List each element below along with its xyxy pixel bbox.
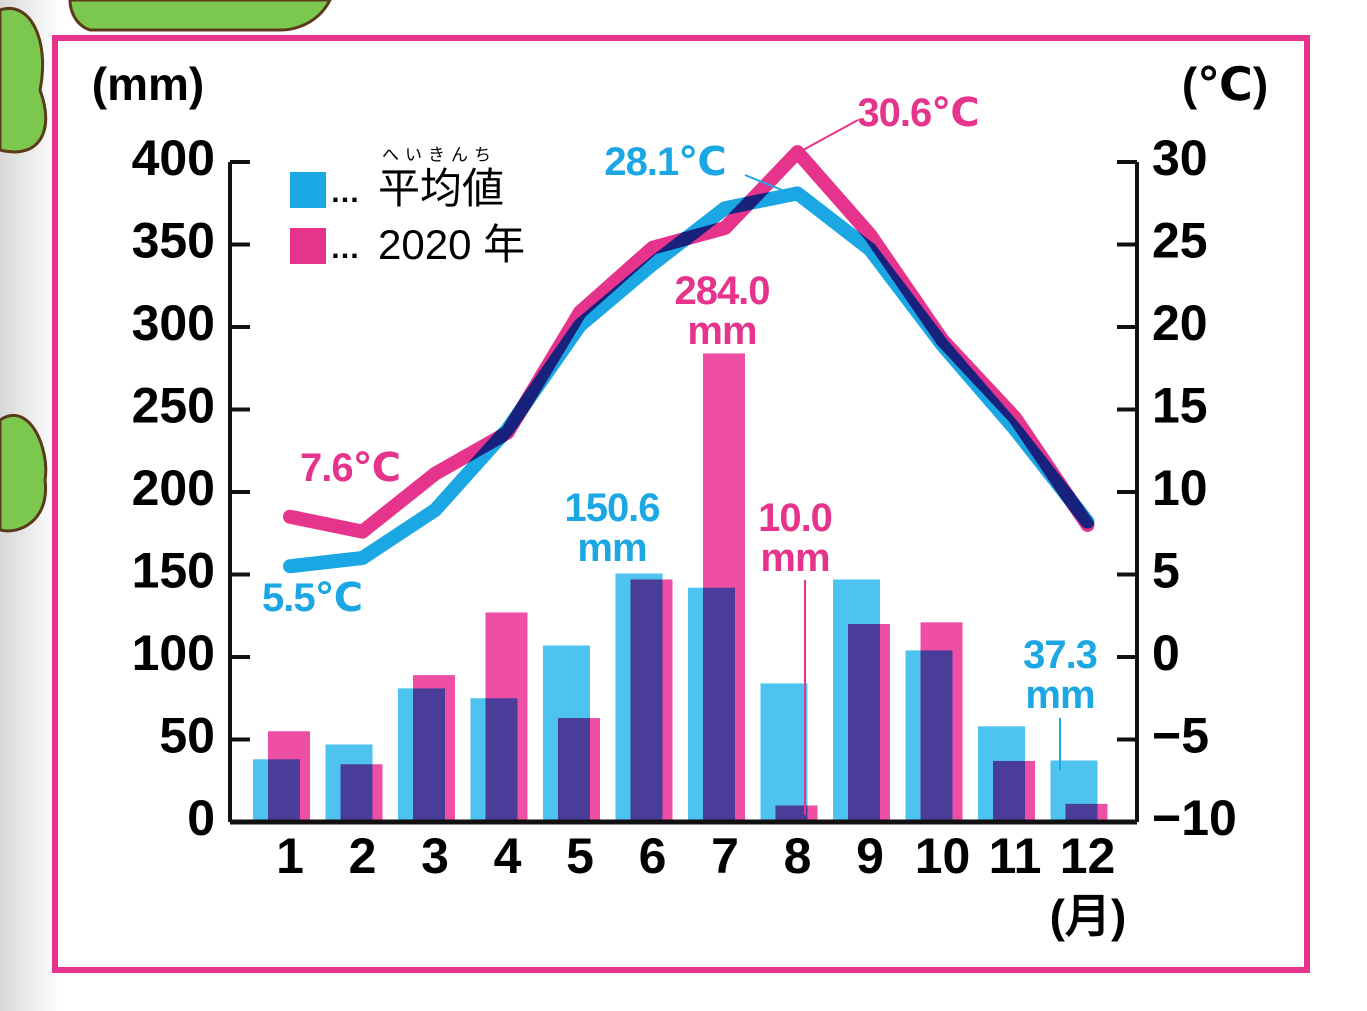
y-tick-label: 200 xyxy=(132,460,215,516)
y-tick-label: 150 xyxy=(132,543,215,599)
bar xyxy=(993,760,1035,822)
bar xyxy=(703,353,745,822)
x-tick-label: 8 xyxy=(784,828,812,884)
y-tick-label: 400 xyxy=(132,130,215,186)
legend-leader: … xyxy=(330,176,360,209)
y-tick-label: 100 xyxy=(132,625,215,681)
y-axis-label: (mm) xyxy=(92,58,204,110)
bar xyxy=(775,805,818,822)
bar xyxy=(848,624,890,822)
value-label: 28.1℃ xyxy=(604,140,726,184)
value-label: 37.3 mm xyxy=(1023,633,1098,717)
decoration xyxy=(0,7,48,154)
x-tick-label: 3 xyxy=(421,828,449,884)
y-tick-label: 350 xyxy=(132,213,215,269)
bar xyxy=(760,683,808,822)
bar xyxy=(340,764,383,822)
y2-tick-label: −5 xyxy=(1152,708,1209,764)
y2-tick-label: 15 xyxy=(1152,378,1208,434)
x-tick-label: 9 xyxy=(856,828,884,884)
value-label: 284.0 mm xyxy=(674,269,770,353)
x-tick-label: 12 xyxy=(1060,828,1116,884)
bar xyxy=(630,579,673,822)
leader-line xyxy=(744,174,783,191)
bar xyxy=(268,731,310,822)
bar xyxy=(485,612,528,822)
x-tick-label: 7 xyxy=(711,828,739,884)
bar xyxy=(413,675,455,822)
y2-tick-label: 10 xyxy=(1152,460,1208,516)
y-tick-label: 50 xyxy=(159,708,215,764)
value-label: 150.6 mm xyxy=(564,486,660,570)
value-label: 5.5℃ xyxy=(261,576,363,620)
decoration xyxy=(68,0,332,32)
legend-ruby: へいきんち xyxy=(382,145,497,164)
x-tick-label: 5 xyxy=(566,828,594,884)
x-tick-label: 6 xyxy=(639,828,667,884)
x-axis-label: (月) xyxy=(1050,890,1127,942)
bar xyxy=(558,718,600,822)
y2-axis-label: (℃) xyxy=(1182,58,1268,110)
line xyxy=(283,145,1095,539)
y-tick-label: 300 xyxy=(132,295,215,351)
bar xyxy=(1065,803,1108,822)
y2-tick-label: 25 xyxy=(1152,213,1208,269)
leader-line xyxy=(802,119,859,151)
legend-leader: … xyxy=(330,232,360,265)
legend-swatch xyxy=(290,172,326,208)
y2-tick-label: −10 xyxy=(1152,790,1237,846)
x-tick-label: 1 xyxy=(276,828,304,884)
y2-tick-label: 20 xyxy=(1152,295,1208,351)
bar xyxy=(920,622,963,822)
y-tick-label: 0 xyxy=(187,790,215,846)
legend-label: 2020 年 xyxy=(378,221,525,268)
legend-swatch xyxy=(290,228,326,264)
x-tick-label: 4 xyxy=(494,828,522,884)
decoration xyxy=(0,413,48,533)
value-label: 7.6℃ xyxy=(299,446,401,490)
x-tick-label: 11 xyxy=(989,828,1042,884)
value-label: 10.0 mm xyxy=(758,496,833,580)
y2-tick-label: 5 xyxy=(1152,543,1180,599)
y2-tick-label: 30 xyxy=(1152,130,1208,186)
y2-tick-label: 0 xyxy=(1152,625,1180,681)
y-tick-label: 250 xyxy=(132,378,215,434)
value-label: 30.6℃ xyxy=(857,91,979,135)
legend-label: 平均値 xyxy=(378,165,504,212)
x-tick-label: 10 xyxy=(915,828,971,884)
x-tick-label: 2 xyxy=(349,828,377,884)
